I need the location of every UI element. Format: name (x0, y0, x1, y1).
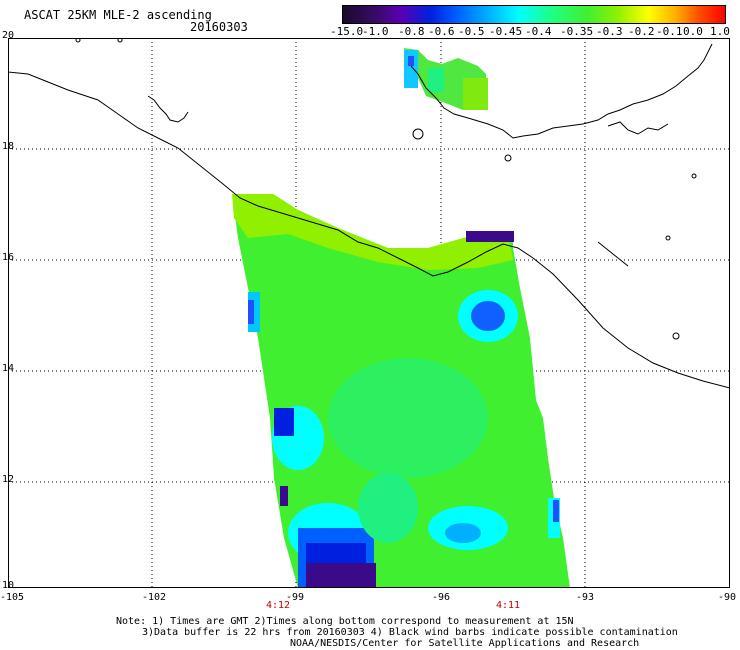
lat-label: 20 (2, 30, 15, 41)
map-frame (8, 38, 730, 588)
lat-label: 16 (2, 252, 15, 263)
time-label: 4:12 (266, 600, 291, 611)
colorbar-label: -15.0 (330, 25, 364, 38)
map-title: ASCAT 25KM MLE-2 ascending (24, 8, 212, 22)
colorbar-label: 0.0 (683, 25, 703, 38)
note-line-2: 3)Data buffer is 22 hrs from 20160303 4)… (142, 627, 678, 638)
lon-label: -102 (142, 592, 167, 603)
note-line-1: Note: 1) Times are GMT 2)Times along bot… (116, 616, 574, 627)
lon-label: -90 (718, 592, 737, 603)
note-line-3: NOAA/NESDIS/Center for Satellite Applica… (290, 638, 640, 649)
lon-label: -99 (286, 592, 305, 603)
lon-label: -93 (576, 592, 595, 603)
lat-label: 12 (2, 474, 15, 485)
lat-label: 18 (2, 141, 15, 152)
main-swath (232, 194, 570, 588)
colorbar-label: -0.35 (560, 25, 594, 38)
colorbar-label: -0.3 (596, 25, 623, 38)
lon-label: -96 (432, 592, 451, 603)
colorbar-label: -0.8 (398, 25, 425, 38)
north-swath (404, 48, 488, 110)
map-date: 20160303 (190, 20, 248, 34)
colorbar-label: -0.4 (525, 25, 552, 38)
colorbar-label: -1.0 (362, 25, 389, 38)
colorbar (342, 5, 726, 24)
lat-label: 10 (2, 580, 15, 591)
lon-label: -105 (0, 592, 25, 603)
map-canvas (8, 38, 730, 588)
time-label: 4:11 (496, 600, 521, 611)
colorbar-label: -0.5 (458, 25, 485, 38)
map-panel (8, 38, 730, 588)
coastline (8, 38, 730, 389)
lat-label: 14 (2, 363, 15, 374)
colorbar-label: -0.1 (656, 25, 683, 38)
colorbar-label: -0.2 (628, 25, 655, 38)
colorbar-label: 1.0 (710, 25, 730, 38)
colorbar-label: -0.45 (489, 25, 523, 38)
colorbar-label: -0.6 (428, 25, 455, 38)
